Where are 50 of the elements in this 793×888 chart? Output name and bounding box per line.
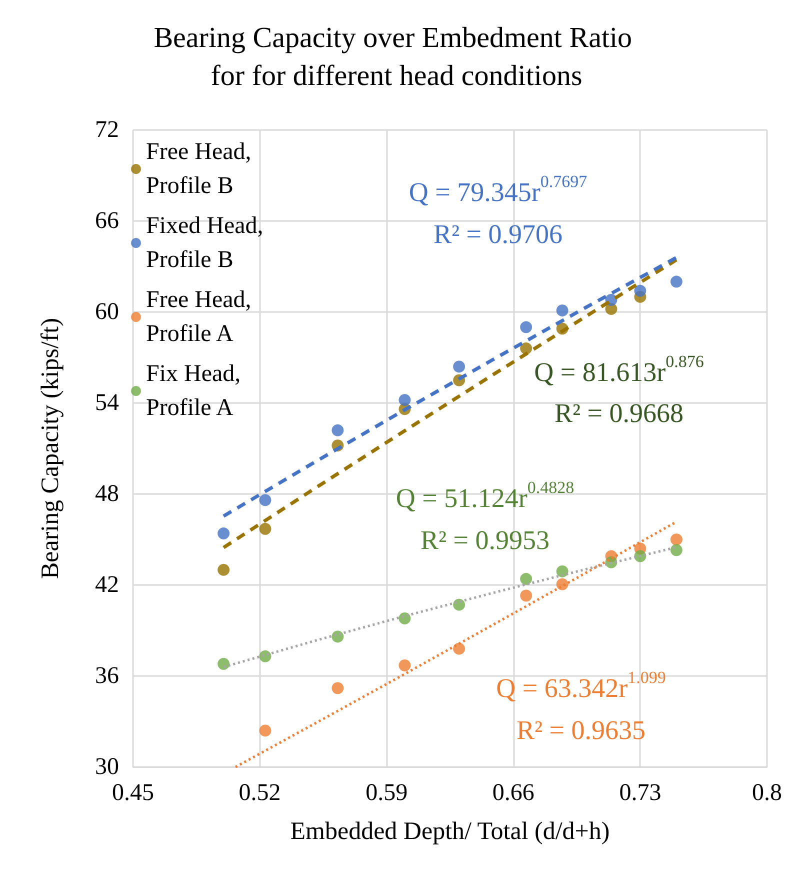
x-tick-label: 0.59 xyxy=(366,780,408,806)
x-tick-label: 0.52 xyxy=(238,780,281,806)
y-axis-title: Bearing Capacity (kips/ft) xyxy=(37,318,64,580)
x-tick-label: 0.45 xyxy=(112,780,154,806)
point xyxy=(332,424,344,436)
legend-label: Fix Head, Profile A xyxy=(146,361,247,421)
x-axis-title: Embedded Depth/ Total (d/d+h) xyxy=(290,818,610,845)
point xyxy=(520,572,532,585)
point xyxy=(520,321,532,334)
y-tick-label: 48 xyxy=(95,481,119,507)
y-tick-label: 36 xyxy=(95,663,119,689)
point xyxy=(556,304,568,316)
point xyxy=(520,590,532,602)
point xyxy=(218,564,230,576)
legend-label: Fixed Head, Profile B xyxy=(146,213,270,273)
legend-label: Free Head, Profile A xyxy=(146,287,258,347)
annotation: R² = 0.9953 xyxy=(420,525,550,555)
y-tick-label: 42 xyxy=(95,572,119,598)
point xyxy=(453,598,466,611)
point xyxy=(398,659,411,672)
point xyxy=(670,534,682,546)
point xyxy=(670,276,682,288)
point xyxy=(556,565,568,578)
annotation: R² = 0.9706 xyxy=(433,219,563,249)
y-tick-label: 60 xyxy=(95,299,119,325)
annotation: R² = 0.9668 xyxy=(554,398,684,428)
legend-label: Free Head, Profile B xyxy=(146,139,258,199)
point xyxy=(259,724,272,737)
chart-title: Bearing Capacity over Embedment Ratio for for different head conditions xyxy=(154,22,640,92)
point xyxy=(218,658,230,670)
y-tick-label: 54 xyxy=(95,390,119,416)
point xyxy=(398,612,411,624)
x-tick-label: 0.73 xyxy=(619,780,662,806)
point xyxy=(520,342,532,354)
point xyxy=(332,630,344,643)
annotation: R² = 0.9635 xyxy=(516,715,646,745)
point xyxy=(670,544,682,556)
point xyxy=(634,284,646,297)
point xyxy=(453,360,466,373)
y-tick-label: 30 xyxy=(95,754,119,780)
y-tick-label: 72 xyxy=(95,117,119,143)
x-tick-label: 0.8 xyxy=(752,780,782,806)
y-tick-label: 66 xyxy=(95,208,119,234)
point xyxy=(218,527,230,540)
point xyxy=(332,682,344,694)
point xyxy=(453,642,466,655)
point xyxy=(259,522,272,535)
point xyxy=(259,494,272,506)
point xyxy=(398,394,411,406)
x-tick-label: 0.66 xyxy=(492,780,534,806)
